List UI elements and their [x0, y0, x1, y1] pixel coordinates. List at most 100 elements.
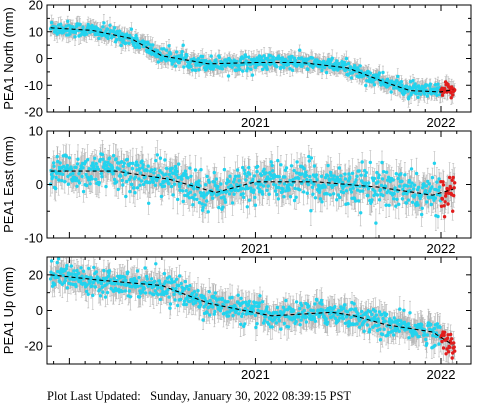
data-point [344, 62, 348, 67]
data-point [408, 311, 412, 315]
data-point [186, 60, 190, 64]
data-point [195, 197, 199, 202]
data-point [202, 305, 206, 309]
data-point [198, 300, 202, 304]
data-point [228, 174, 232, 178]
data-point [162, 292, 166, 297]
data-point [92, 164, 96, 168]
data-point [429, 322, 433, 327]
data-point [277, 175, 281, 179]
data-point [338, 195, 342, 200]
data-point [130, 182, 134, 187]
data-point [120, 160, 124, 164]
data-point [356, 68, 361, 72]
data-point [236, 188, 240, 193]
data-point [270, 173, 274, 178]
data-point [306, 57, 310, 61]
data-point [196, 57, 201, 61]
data-point [185, 53, 189, 58]
data-point [399, 80, 404, 84]
data-point [289, 164, 294, 168]
data-point [208, 298, 212, 303]
data-point [198, 184, 202, 188]
data-point [52, 283, 57, 287]
data-point [212, 312, 216, 316]
data-point [204, 199, 209, 203]
data-point [292, 168, 296, 173]
data-point [94, 177, 98, 181]
data-point [74, 284, 78, 289]
data-point [75, 162, 80, 166]
data-point [397, 329, 401, 333]
data-point [174, 173, 179, 177]
data-point [391, 178, 395, 182]
data-point [68, 32, 72, 36]
data-point [265, 188, 269, 192]
data-point [449, 186, 453, 190]
data-point [302, 308, 306, 313]
data-point [311, 308, 316, 313]
data-point [335, 198, 339, 202]
data-point [66, 19, 70, 23]
data-point [197, 200, 202, 205]
data-point [371, 80, 375, 84]
data-point [363, 173, 367, 178]
data-point [323, 185, 327, 189]
data-point [197, 68, 201, 72]
data-point [417, 334, 421, 339]
data-point [172, 182, 177, 186]
data-point [74, 165, 78, 170]
data-point [276, 158, 280, 163]
data-point [141, 163, 145, 167]
data-point [358, 325, 362, 329]
data-point [134, 279, 139, 283]
x-tick-label: 2022 [427, 115, 456, 130]
data-point [257, 301, 262, 305]
data-point [308, 178, 312, 182]
data-point [383, 319, 387, 323]
data-point [450, 178, 454, 182]
data-point [86, 292, 90, 296]
data-point [198, 191, 203, 195]
data-point [62, 164, 66, 169]
data-point [397, 202, 401, 206]
data-point [409, 167, 414, 171]
data-point [357, 169, 361, 173]
data-point [329, 173, 333, 178]
data-point [74, 176, 79, 180]
data-point [213, 309, 217, 314]
data-point [380, 332, 385, 337]
data-point [452, 193, 456, 198]
data-point [353, 307, 358, 311]
data-point [114, 180, 119, 184]
data-point [330, 56, 334, 60]
data-point [231, 180, 236, 184]
data-point [269, 58, 273, 62]
data-point [108, 23, 112, 27]
data-point [206, 210, 210, 214]
y-tick-label: -10 [24, 231, 43, 246]
data-point [155, 178, 159, 183]
data-point [342, 184, 347, 188]
data-point [268, 311, 272, 315]
data-point [452, 186, 456, 190]
data-point [399, 319, 403, 323]
y-axis-title: PEA1 North (mm) [1, 7, 16, 110]
data-point [378, 338, 383, 342]
data-point [260, 192, 265, 196]
data-point [136, 39, 140, 43]
data-point [275, 65, 279, 69]
data-point [299, 318, 303, 322]
data-point [223, 58, 227, 62]
data-point [119, 37, 123, 41]
data-point [274, 185, 278, 190]
data-point [294, 300, 299, 304]
data-point [336, 312, 340, 317]
data-point [222, 167, 227, 172]
data-point [318, 188, 322, 192]
data-point [447, 175, 452, 180]
data-point [262, 167, 266, 171]
data-point [49, 20, 54, 25]
data-point [315, 298, 319, 302]
data-point [424, 184, 428, 188]
